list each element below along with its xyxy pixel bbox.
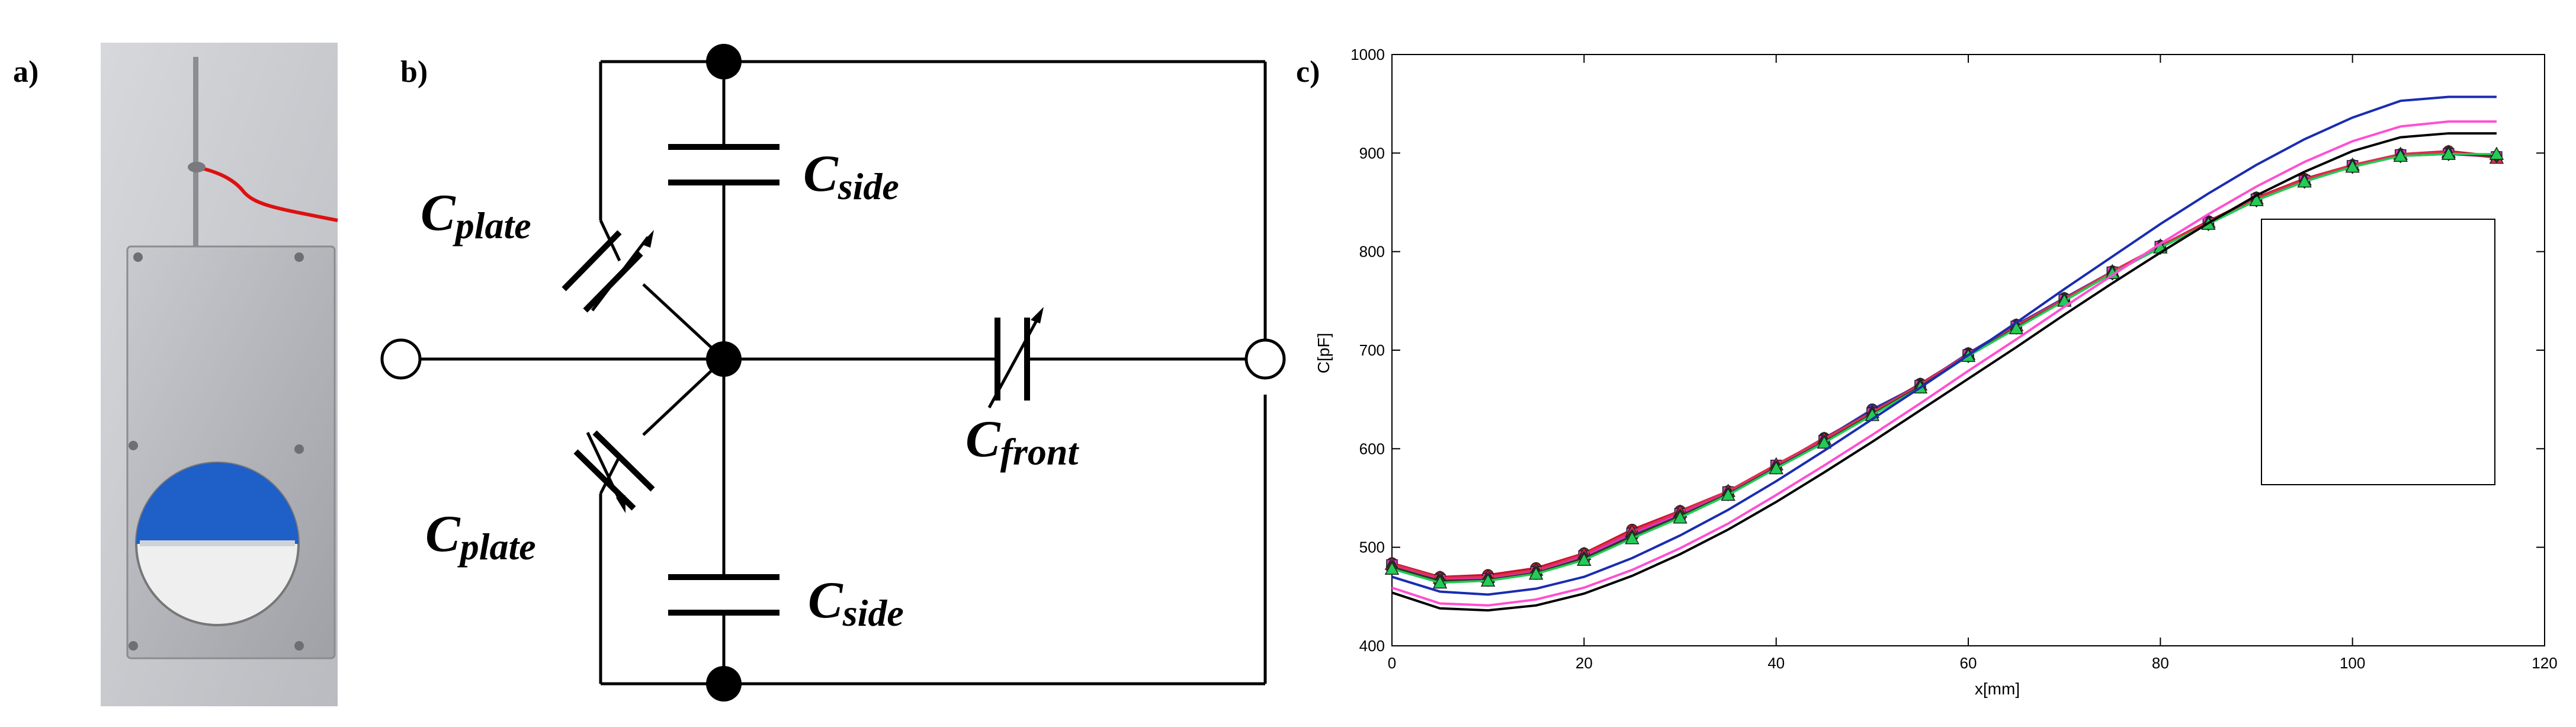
cap-label-front: Cfront [965, 411, 1080, 473]
series-line-4 [1391, 150, 2497, 579]
terminal-left [380, 338, 422, 380]
blue-fill [136, 463, 299, 544]
circuit-diagram: Cside Cplate Cfront Cplate Cside [380, 44, 1286, 702]
data-point [2489, 146, 2504, 160]
data-point [1673, 510, 1688, 524]
data-point [1817, 435, 1832, 449]
panel-label-a: a) [13, 55, 39, 89]
x-tick-label: 60 [1960, 654, 1977, 672]
data-point [2297, 174, 2312, 188]
x-tick-label: 20 [1576, 654, 1593, 672]
data-point [1384, 561, 1400, 575]
x-tick-label: 40 [1767, 654, 1785, 672]
x-tick-label: 100 [2340, 654, 2365, 672]
panel-label-b: b) [400, 55, 428, 89]
data-point [2249, 193, 2264, 206]
panel-label-c: c) [1296, 55, 1320, 89]
series-line-7 [1391, 95, 2497, 596]
y-tick-label: 1000 [1350, 46, 1385, 63]
data-point [1432, 575, 1448, 589]
screw [133, 252, 143, 262]
water-line [140, 540, 295, 546]
chart-axes: 0 20 40 60 80 100 120 400 500 600 700 800 900 1000 [1350, 46, 2558, 672]
screw [294, 444, 304, 454]
wire-clamp [188, 162, 206, 172]
screw [129, 441, 138, 450]
x-tick-label: 120 [2532, 654, 2557, 672]
series-line-8 [1391, 120, 2497, 607]
x-tick-label: 80 [2152, 654, 2169, 672]
y-tick-label: 400 [1359, 637, 1385, 655]
data-point [2345, 159, 2360, 173]
y-tick-label: 900 [1359, 144, 1385, 162]
y-tick-label: 700 [1359, 341, 1385, 359]
data-point [1625, 531, 1640, 545]
series-line-9 [1391, 132, 2497, 612]
node-bottom [706, 666, 742, 702]
node-top [706, 44, 742, 79]
sensor-photo [101, 43, 338, 706]
red-wire [196, 165, 338, 222]
data-point [1721, 487, 1735, 501]
cap-label-side-bottom: Cside [808, 572, 904, 634]
data-point [2393, 148, 2408, 162]
chart-legend: Opening Series 1Closing Series 1Opening … [2261, 219, 2495, 485]
terminal-right [1244, 338, 1286, 380]
legend-box [2261, 219, 2495, 485]
screw [129, 641, 138, 651]
y-axis-label: C[pF] [1314, 333, 1333, 373]
y-tick-label: 500 [1359, 539, 1385, 556]
x-axis-label: x[mm] [1975, 680, 2020, 698]
x-tick-label: 0 [1388, 654, 1396, 672]
node-center [706, 341, 742, 377]
data-point [1577, 552, 1592, 566]
chart-series [1384, 95, 2504, 612]
data-point [1480, 573, 1496, 587]
data-point [1528, 566, 1544, 580]
cap-label-plate-top: Cplate [421, 184, 531, 246]
y-tick-label: 600 [1359, 440, 1385, 457]
capacitance-chart: 0 20 40 60 80 100 120 400 500 600 700 800 900 1000 Op… [1314, 46, 2558, 698]
data-point [2009, 321, 2024, 335]
cap-label-plate-bottom: Cplate [425, 505, 536, 568]
screw [294, 252, 304, 262]
screw [294, 641, 304, 651]
data-point [2441, 146, 2456, 160]
y-tick-label: 800 [1359, 243, 1385, 261]
data-point [1769, 461, 1783, 475]
cap-label-side-top: Cside [803, 145, 899, 207]
